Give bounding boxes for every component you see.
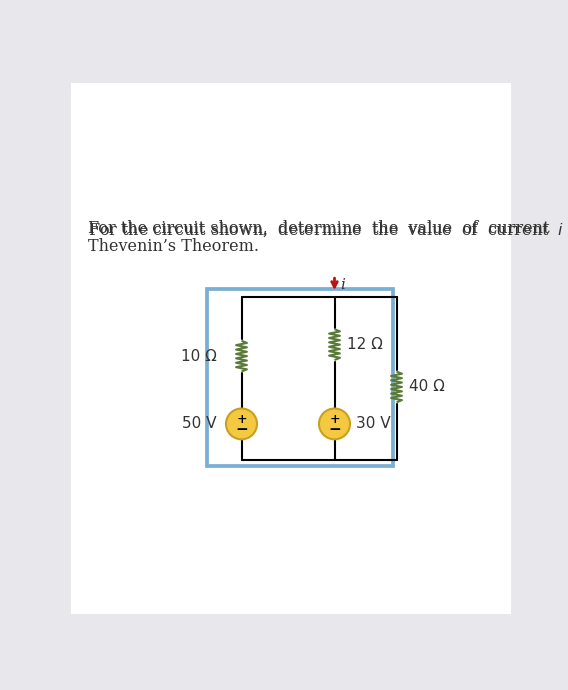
Text: 50 V: 50 V bbox=[182, 416, 217, 431]
Text: i: i bbox=[341, 277, 345, 292]
Text: +: + bbox=[329, 413, 340, 426]
Text: For the circuit shown,  determine  the  value  of  current: For the circuit shown, determine the val… bbox=[88, 220, 560, 237]
Text: −: − bbox=[328, 422, 341, 437]
Text: 30 V: 30 V bbox=[356, 416, 391, 431]
Text: For the circuit shown,  determine  the  value  of  current  $i$ ,  Using: For the circuit shown, determine the val… bbox=[88, 220, 568, 241]
Circle shape bbox=[319, 408, 350, 440]
Text: 12 Ω: 12 Ω bbox=[347, 337, 383, 352]
Text: −: − bbox=[235, 422, 248, 437]
Text: +: + bbox=[236, 413, 247, 426]
Text: 10 Ω: 10 Ω bbox=[181, 348, 217, 364]
Bar bbox=[207, 289, 392, 466]
Text: 40 Ω: 40 Ω bbox=[409, 380, 445, 395]
Circle shape bbox=[226, 408, 257, 440]
Text: Thevenin’s Theorem.: Thevenin’s Theorem. bbox=[88, 238, 259, 255]
